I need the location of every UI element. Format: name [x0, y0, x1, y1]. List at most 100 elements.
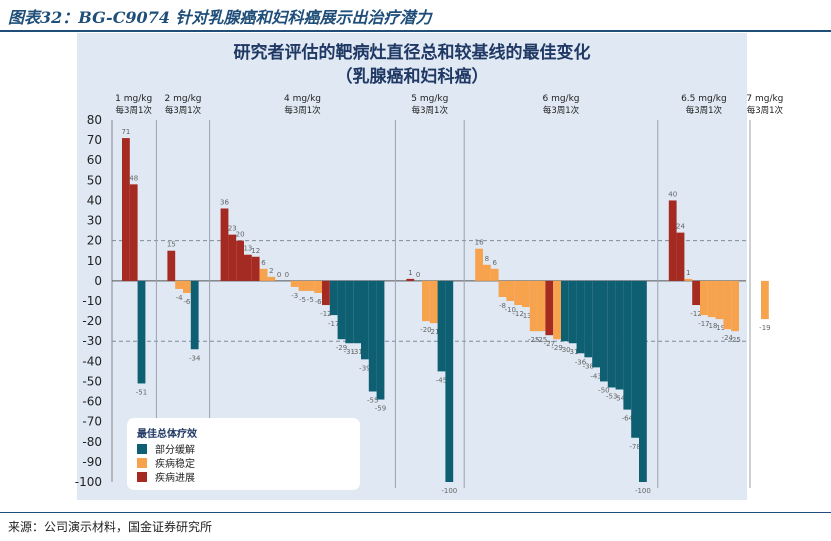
bar [600, 280, 608, 382]
data-label: -5 [299, 296, 306, 304]
legend-box [127, 418, 360, 490]
bar [167, 250, 176, 281]
data-label: 1 [408, 269, 412, 277]
y-tick-label: -90 [82, 455, 102, 469]
data-label: -100 [635, 487, 651, 495]
legend-label: 疾病进展 [155, 471, 195, 484]
data-label: -31 [351, 348, 362, 356]
data-label: -50 [598, 386, 609, 394]
schedule-label: 每3周1次 [165, 105, 202, 116]
bar [314, 280, 322, 293]
bar [692, 280, 700, 306]
bar [490, 268, 499, 281]
bar [353, 280, 361, 344]
figure-title: 图表32：BG-C9074 针对乳腺癌和妇科癌展示出治疗潜力 [8, 8, 432, 27]
y-tick-label: 50 [87, 173, 102, 187]
data-label: -100 [441, 487, 457, 495]
bar [122, 138, 130, 281]
bar [639, 280, 647, 482]
bar [615, 280, 624, 390]
y-tick-label: -60 [82, 395, 102, 409]
bar [623, 280, 632, 410]
data-label: 13 [243, 245, 252, 253]
legend-swatch [137, 458, 147, 468]
dose-label: 1 mg/kg [115, 94, 152, 104]
bar [723, 280, 732, 330]
bar [129, 184, 138, 281]
data-label: 48 [129, 174, 138, 182]
data-label: 0 [285, 271, 289, 279]
data-label: -54 [614, 394, 626, 402]
bar [483, 264, 491, 281]
y-tick-label: 10 [87, 254, 102, 268]
bar [537, 280, 546, 332]
bar [259, 268, 268, 281]
y-tick-label: -70 [82, 415, 102, 429]
data-label: 6 [492, 259, 497, 267]
bar [668, 200, 677, 281]
data-label: 40 [668, 190, 677, 198]
bar [267, 276, 276, 281]
data-label: -21 [428, 328, 439, 336]
bar [298, 280, 307, 291]
bar [498, 280, 507, 297]
bar [361, 280, 369, 360]
data-label: -59 [375, 405, 386, 413]
y-tick-label: 60 [87, 153, 102, 167]
data-label: -27 [544, 340, 555, 348]
bar [607, 280, 616, 388]
data-label: -12 [512, 310, 523, 318]
bar [345, 280, 354, 344]
data-label: 36 [220, 198, 229, 206]
data-label: -30 [559, 346, 570, 354]
y-tick-label: 20 [87, 234, 102, 248]
data-label: -31 [344, 348, 355, 356]
data-label: -25 [536, 336, 547, 344]
data-label: -18 [706, 322, 717, 330]
bar [183, 280, 191, 293]
bar [700, 280, 708, 316]
data-label: -12 [690, 310, 701, 318]
y-tick-label: -80 [82, 435, 102, 449]
y-tick-label: 80 [87, 113, 102, 127]
legend-title: 最佳总体疗效 [137, 427, 198, 440]
data-label: -8 [499, 302, 506, 310]
data-label: 71 [121, 128, 130, 136]
dose-label: 4 mg/kg [284, 94, 321, 104]
data-label: 16 [475, 239, 484, 247]
source-note: 来源：公司演示材料，国金证券研究所 [8, 520, 213, 534]
data-label: -4 [176, 294, 184, 302]
bar [553, 280, 561, 340]
bar [337, 280, 346, 340]
bar [422, 280, 430, 322]
bar [437, 280, 446, 372]
bar [631, 280, 639, 438]
schedule-label: 每3周1次 [747, 105, 784, 116]
legend-swatch [137, 472, 147, 482]
bar [514, 280, 522, 306]
data-label: 2 [269, 267, 273, 275]
data-label: 23 [228, 225, 237, 233]
bar [290, 280, 299, 287]
y-tick-label: -30 [82, 334, 102, 348]
bar [529, 280, 538, 332]
bar [684, 278, 693, 281]
bar [368, 280, 377, 392]
data-label: -17 [328, 320, 339, 328]
chart-subtitle: （乳腺癌和妇科癌） [335, 67, 489, 87]
schedule-label: 每3周1次 [116, 105, 153, 116]
y-tick-label: 0 [94, 274, 102, 288]
y-tick-label: 70 [87, 133, 102, 147]
legend-label: 部分缓解 [155, 443, 195, 456]
data-label: -29 [336, 344, 347, 352]
bar [137, 280, 146, 384]
y-tick-label: 30 [87, 214, 102, 228]
data-label: 12 [251, 247, 260, 255]
bar [329, 280, 338, 316]
data-label: -55 [367, 397, 378, 405]
bar [576, 280, 585, 354]
bar [561, 280, 569, 342]
data-label: -12 [320, 310, 331, 318]
bar [228, 234, 237, 281]
